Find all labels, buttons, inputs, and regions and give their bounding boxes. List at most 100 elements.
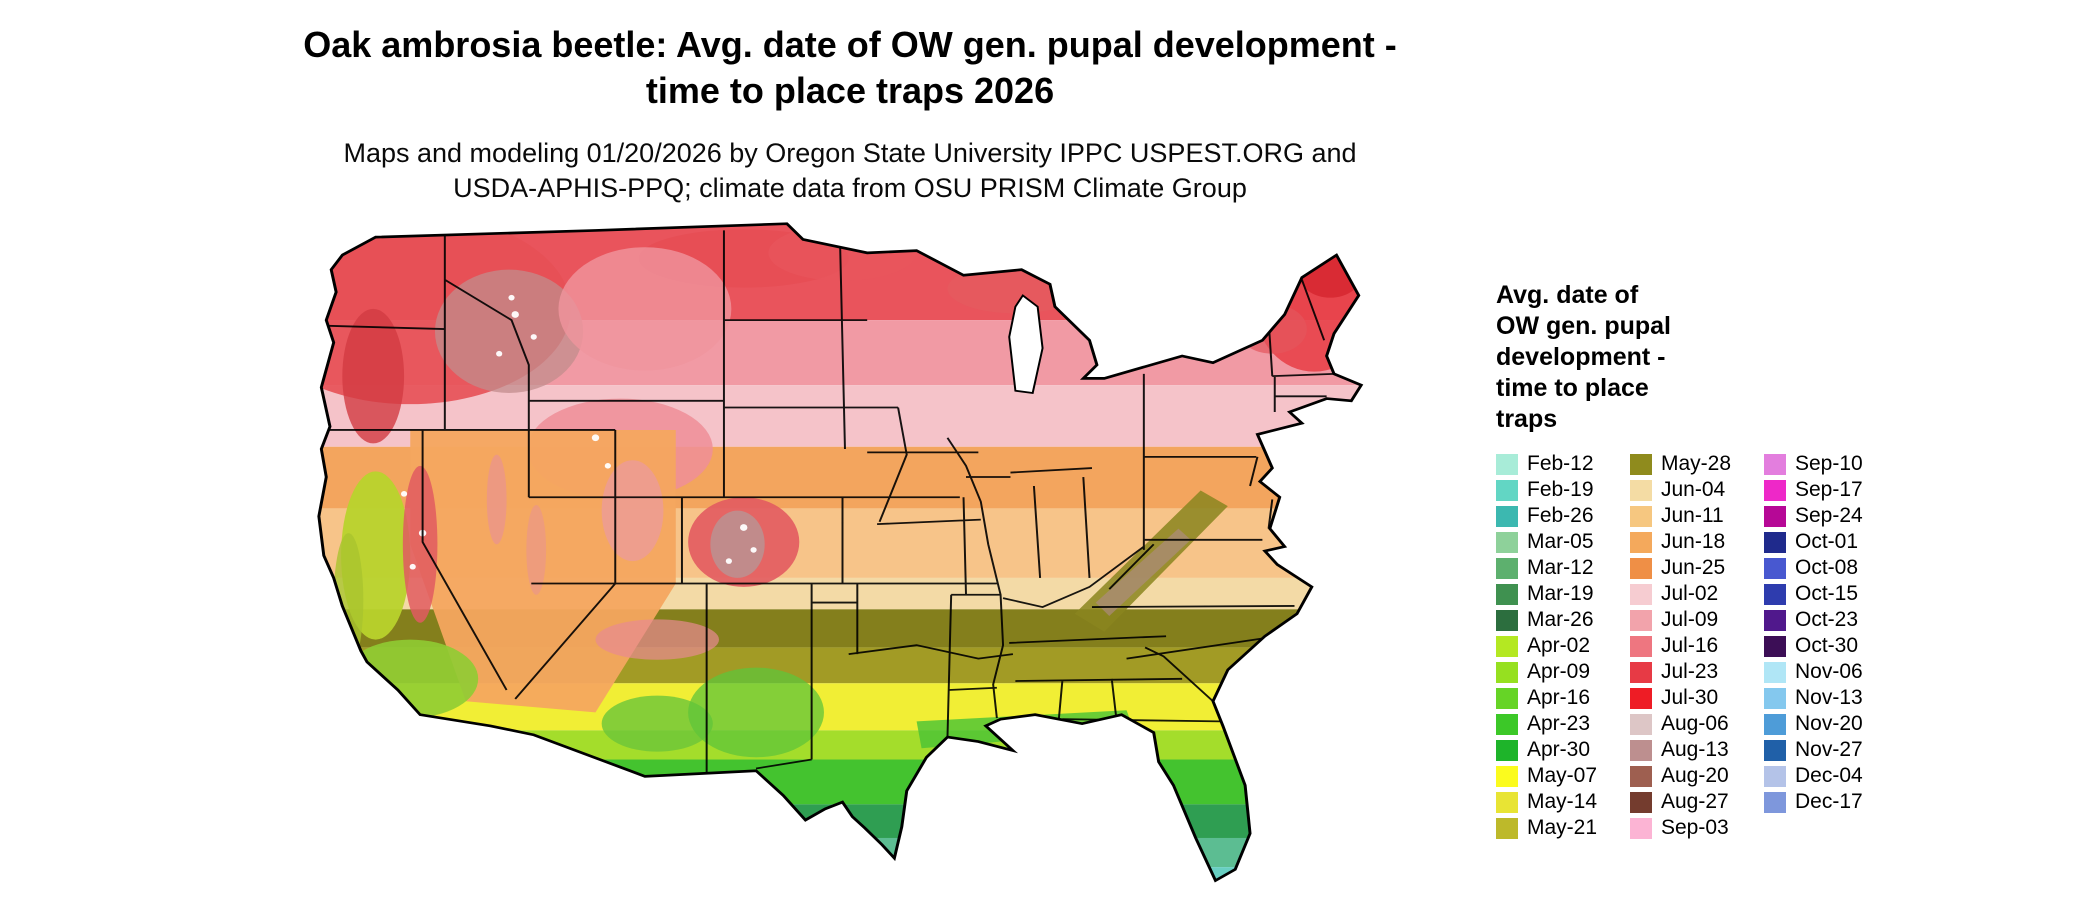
- legend-item: Feb-19: [1496, 477, 1630, 503]
- legend-swatch: [1630, 817, 1652, 839]
- legend-swatch: [1496, 583, 1518, 605]
- legend-swatch: [1630, 635, 1652, 657]
- legend-label: Sep-17: [1795, 478, 1863, 501]
- legend-item: Dec-17: [1764, 789, 1898, 815]
- legend-item: Nov-06: [1764, 659, 1898, 685]
- legend-item: Sep-24: [1764, 503, 1898, 529]
- legend-swatch: [1496, 479, 1518, 501]
- legend-label: Jul-16: [1661, 634, 1719, 657]
- legend-item: Nov-27: [1764, 737, 1898, 763]
- legend-label: Jun-04: [1661, 478, 1726, 501]
- legend-swatch: [1630, 791, 1652, 813]
- legend-label: Apr-23: [1527, 712, 1591, 735]
- legend-label: Oct-08: [1795, 556, 1859, 579]
- legend-item: Aug-27: [1630, 789, 1764, 815]
- legend-item: Sep-10: [1764, 451, 1898, 477]
- legend-label: Jul-09: [1661, 608, 1719, 631]
- legend-label: Aug-06: [1661, 712, 1729, 735]
- legend-column: May-28 Jun-04 Jun-11 Jun-18 Jun-25 Jul-02 Jul-…: [1630, 451, 1764, 841]
- legend-label: Nov-06: [1795, 660, 1863, 683]
- legend-swatch: [1764, 531, 1786, 553]
- legend-item: Dec-04: [1764, 763, 1898, 789]
- legend-swatch: [1630, 739, 1652, 761]
- page-subtitle-line-1: Maps and modeling 01/20/2026 by Oregon S…: [343, 138, 1357, 169]
- legend-swatch: [1764, 505, 1786, 527]
- legend-label: Oct-23: [1795, 608, 1859, 631]
- legend-item: Oct-15: [1764, 581, 1898, 607]
- legend-item: Jul-16: [1630, 633, 1764, 659]
- legend-label: Oct-30: [1795, 634, 1859, 657]
- legend-label: Sep-24: [1795, 504, 1863, 527]
- legend-label: Jun-18: [1661, 530, 1726, 553]
- legend-swatch: [1630, 687, 1652, 709]
- legend-label: May-14: [1527, 790, 1598, 813]
- legend-label: Feb-12: [1527, 452, 1594, 475]
- legend-label: Feb-19: [1527, 478, 1594, 501]
- us-map-container: [225, 208, 1460, 903]
- legend-swatch: [1496, 531, 1518, 553]
- legend-swatch: [1764, 635, 1786, 657]
- legend-label: Sep-10: [1795, 452, 1863, 475]
- legend-item: Jun-04: [1630, 477, 1764, 503]
- legend-label: May-07: [1527, 764, 1598, 787]
- legend-swatch: [1630, 557, 1652, 579]
- legend-item: Oct-30: [1764, 633, 1898, 659]
- legend-item: May-07: [1496, 763, 1630, 789]
- legend-label: Jul-30: [1661, 686, 1719, 709]
- legend-item: Aug-20: [1630, 763, 1764, 789]
- legend-item: Apr-16: [1496, 685, 1630, 711]
- us-outline: [317, 222, 1364, 883]
- legend-label: Nov-13: [1795, 686, 1863, 709]
- legend-label: Apr-02: [1527, 634, 1591, 657]
- legend-item: Mar-19: [1496, 581, 1630, 607]
- legend-swatch: [1496, 661, 1518, 683]
- legend-label: Aug-13: [1661, 738, 1729, 761]
- legend-label: Dec-04: [1795, 764, 1863, 787]
- legend-title-line: traps: [1496, 405, 1558, 433]
- legend-label: Aug-27: [1661, 790, 1729, 813]
- legend-title-line: Avg. date of: [1496, 281, 1639, 309]
- legend-item: Mar-05: [1496, 529, 1630, 555]
- legend-swatch: [1496, 609, 1518, 631]
- legend-item: Aug-13: [1630, 737, 1764, 763]
- legend-swatch: [1764, 661, 1786, 683]
- legend-swatch: [1764, 453, 1786, 475]
- legend-label: Nov-27: [1795, 738, 1863, 761]
- legend-label: Feb-26: [1527, 504, 1594, 527]
- legend-label: Mar-26: [1527, 608, 1594, 631]
- legend-label: Mar-12: [1527, 556, 1594, 579]
- legend-item: Aug-06: [1630, 711, 1764, 737]
- legend-item: Jun-25: [1630, 555, 1764, 581]
- legend-swatch: [1764, 479, 1786, 501]
- legend-swatch: [1496, 687, 1518, 709]
- state-borders: [323, 230, 1335, 775]
- legend-item: Jul-23: [1630, 659, 1764, 685]
- legend-swatch: [1764, 583, 1786, 605]
- legend-label: Dec-17: [1795, 790, 1863, 813]
- legend-title-line: OW gen. pupal: [1496, 312, 1671, 340]
- legend-item: Nov-13: [1764, 685, 1898, 711]
- legend-swatch: [1764, 765, 1786, 787]
- legend-swatch: [1764, 687, 1786, 709]
- legend-label: Jun-11: [1661, 504, 1724, 527]
- legend-swatch: [1630, 661, 1652, 683]
- page-subtitle-line-2: USDA-APHIS-PPQ; climate data from OSU PR…: [453, 173, 1247, 204]
- legend-item: May-28: [1630, 451, 1764, 477]
- legend-swatch: [1496, 635, 1518, 657]
- legend-item: Nov-20: [1764, 711, 1898, 737]
- legend-item: Apr-23: [1496, 711, 1630, 737]
- legend-label: Apr-16: [1527, 686, 1591, 709]
- legend-swatch: [1630, 531, 1652, 553]
- legend-swatch: [1764, 713, 1786, 735]
- legend-item: Feb-12: [1496, 451, 1630, 477]
- legend-swatch: [1496, 557, 1518, 579]
- legend-item: Apr-09: [1496, 659, 1630, 685]
- legend-label: May-21: [1527, 816, 1598, 839]
- legend-label: Oct-15: [1795, 582, 1859, 605]
- legend-item: Jul-09: [1630, 607, 1764, 633]
- legend-item: Jun-18: [1630, 529, 1764, 555]
- legend-item: Jun-11: [1630, 503, 1764, 529]
- legend-item: Feb-26: [1496, 503, 1630, 529]
- page-title-line-2: time to place traps 2026: [645, 70, 1055, 112]
- legend-swatch: [1764, 557, 1786, 579]
